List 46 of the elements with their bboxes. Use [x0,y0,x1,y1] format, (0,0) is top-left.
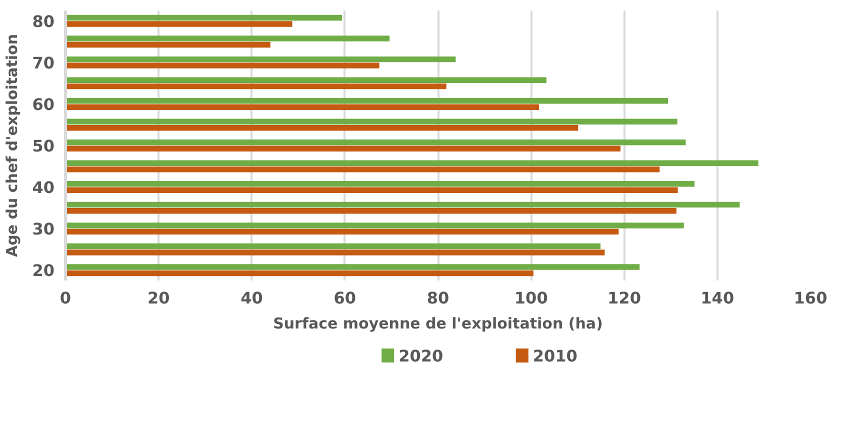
bar [66,208,676,214]
x-tick-label: 120 [608,288,641,308]
x-axis-title: Surface moyenne de l'exploitation (ha) [273,314,603,332]
y-tick-label: 40 [32,178,54,198]
bar [66,228,619,235]
bar [66,77,546,83]
y-tick-label: 20 [32,261,54,280]
bar [66,98,668,104]
bar [66,181,695,187]
y-tick-label: 70 [32,53,54,72]
x-tick-label: 0 [60,288,72,308]
bar [66,160,758,166]
y-axis-title: Age du chef d'exploitation [3,34,22,257]
bar [66,250,605,256]
x-tick-label: 20 [147,288,170,308]
x-tick-label: 40 [240,288,263,308]
x-tick-label: 80 [426,288,450,308]
x-tick-label: 140 [700,288,734,308]
bar [66,166,660,172]
bar [66,187,678,194]
bar [66,104,540,110]
bar [66,14,342,21]
bar [66,270,534,276]
bar [66,42,270,48]
y-tick-label: 80 [32,12,54,31]
bar [66,36,390,42]
y-tick-label: 30 [32,220,54,239]
bar [66,243,601,250]
bar [66,83,446,90]
x-tick-label: 160 [794,288,828,308]
bar [66,21,292,27]
x-tick-label: 60 [334,288,356,308]
bar [66,140,686,146]
y-tick-label: 50 [32,136,54,156]
bar [66,264,640,270]
x-tick-label: 100 [514,288,548,308]
bar [66,202,740,208]
bar [66,222,684,228]
bar [66,56,456,62]
legend-label: 2010 [532,346,578,366]
bar [66,118,678,124]
legend-label: 2020 [398,346,444,366]
bar [66,146,621,152]
y-tick-label: 60 [32,94,54,114]
bar [66,124,578,131]
bar [66,62,380,68]
